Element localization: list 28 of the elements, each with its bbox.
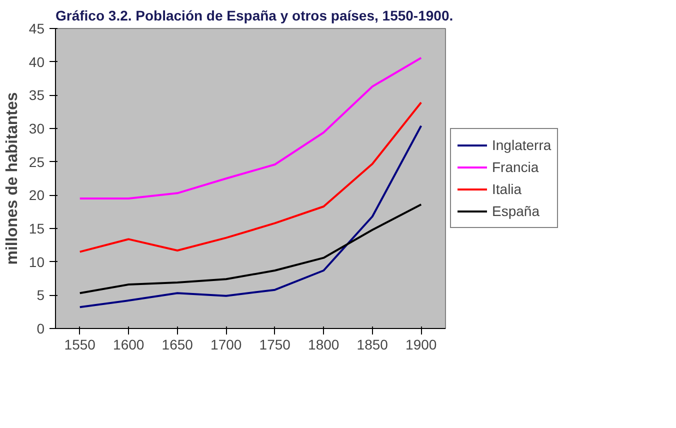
x-tick-label: 1600 (113, 336, 144, 352)
legend-label: España (492, 203, 540, 219)
y-tick-label: 5 (36, 287, 45, 304)
line-series (78, 102, 422, 253)
legend-label: Inglaterra (492, 137, 552, 153)
line-series (78, 124, 422, 308)
x-tick-label: 1550 (64, 336, 96, 352)
legend-label: Italia (492, 181, 522, 197)
y-tick-label: 40 (28, 54, 45, 70)
x-tick-label: 1850 (356, 336, 388, 352)
legend-label: Francia (492, 159, 539, 175)
y-tick-label: 25 (28, 154, 45, 170)
y-tick-label: 30 (28, 120, 45, 136)
x-tick-label: 1900 (406, 336, 437, 352)
y-axis-title: millones de habitantes (4, 92, 21, 265)
x-tick-label: 1700 (210, 336, 242, 352)
x-tick-label: 1750 (259, 336, 291, 352)
y-tick-label: 20 (28, 187, 45, 204)
line-series (78, 204, 422, 294)
y-tick-label: 10 (28, 254, 45, 270)
x-tick-label: 1650 (162, 336, 194, 352)
y-tick-label: 15 (28, 220, 45, 236)
chart-title: Gráfico 3.2. Población de España y otros países, 1550-1900. (56, 8, 454, 24)
y-tick-label: 45 (28, 20, 45, 36)
y-tick-label: 35 (28, 87, 45, 104)
y-tick-label: 0 (36, 320, 45, 336)
x-tick-label: 1800 (308, 336, 340, 352)
line-series (78, 56, 422, 200)
